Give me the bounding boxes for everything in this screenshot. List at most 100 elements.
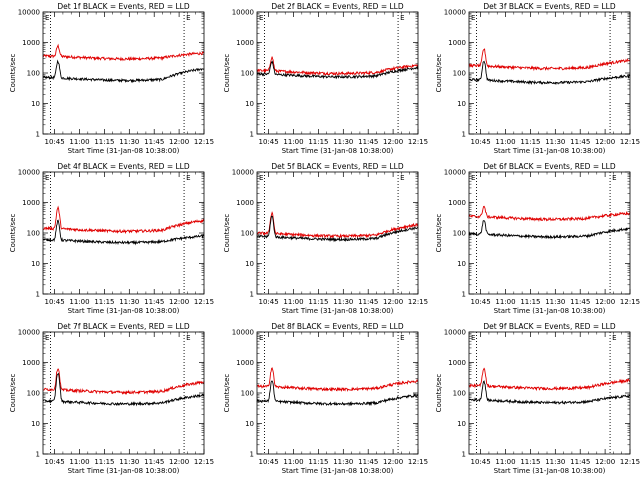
y-tick-label: 1 bbox=[250, 451, 254, 459]
left-marker-label: E bbox=[45, 14, 49, 22]
events-series-line bbox=[42, 372, 205, 407]
y-tick-label: 100 bbox=[453, 390, 466, 398]
right-marker-label: E bbox=[186, 174, 190, 182]
y-axis-label: Counts/sec bbox=[9, 374, 17, 413]
y-tick-label: 1 bbox=[36, 131, 40, 139]
panel-det-5f: Det 5f BLACK = Events, RED = LLD 1 10 100 10… bbox=[223, 162, 428, 315]
y-tick-label: 100 bbox=[27, 390, 40, 398]
x-tick-label: 12:15 bbox=[194, 458, 214, 466]
x-tick-label: 11:45 bbox=[570, 138, 590, 146]
x-tick-label: 12:15 bbox=[194, 138, 214, 146]
y-tick-label: 10000 bbox=[18, 329, 40, 337]
x-tick-label: 12:00 bbox=[169, 298, 189, 306]
x-tick-label: 10:45 bbox=[259, 458, 279, 466]
left-marker-label: E bbox=[259, 14, 263, 22]
x-tick-label: 11:00 bbox=[69, 458, 89, 466]
panel-title: Det 8f BLACK = Events, RED = LLD bbox=[271, 322, 404, 331]
panel-det-8f: Det 8f BLACK = Events, RED = LLD 1 10 100 10… bbox=[223, 322, 428, 475]
events-series-line bbox=[42, 219, 205, 246]
events-series-line bbox=[468, 220, 631, 240]
x-tick-label: 11:45 bbox=[144, 298, 164, 306]
right-marker-label: E bbox=[186, 14, 190, 22]
events-series-line bbox=[468, 60, 631, 86]
y-tick-label: 1000 bbox=[236, 359, 254, 367]
y-tick-label: 100 bbox=[241, 230, 254, 238]
y-tick-label: 10 bbox=[245, 260, 254, 268]
x-tick-label: 11:30 bbox=[333, 298, 353, 306]
y-tick-label: 100 bbox=[241, 390, 254, 398]
x-tick-label: 11:45 bbox=[570, 458, 590, 466]
lld-series-line bbox=[256, 56, 419, 77]
y-tick-label: 1000 bbox=[22, 39, 40, 47]
x-tick-label: 12:00 bbox=[169, 458, 189, 466]
y-tick-label: 1 bbox=[250, 131, 254, 139]
x-tick-label: 12:00 bbox=[383, 458, 403, 466]
x-tick-label: 11:15 bbox=[520, 298, 540, 306]
y-tick-label: 10 bbox=[457, 100, 466, 108]
y-tick-label: 10000 bbox=[444, 9, 466, 17]
x-tick-label: 11:30 bbox=[333, 458, 353, 466]
x-tick-label: 11:45 bbox=[358, 458, 378, 466]
y-tick-label: 1000 bbox=[448, 359, 466, 367]
y-tick-label: 10 bbox=[245, 420, 254, 428]
y-tick-label: 1000 bbox=[22, 199, 40, 207]
x-tick-label: 11:00 bbox=[495, 138, 515, 146]
x-tick-label: 11:15 bbox=[308, 458, 328, 466]
panel-title: Det 9f BLACK = Events, RED = LLD bbox=[483, 322, 616, 331]
panel-title: Det 1f BLACK = Events, RED = LLD bbox=[57, 2, 190, 11]
x-tick-label: 11:15 bbox=[308, 138, 328, 146]
x-tick-label: 11:15 bbox=[520, 458, 540, 466]
x-tick-label: 12:00 bbox=[595, 298, 615, 306]
lld-series-line bbox=[256, 367, 419, 392]
y-tick-label: 1 bbox=[250, 291, 254, 299]
plot-frame bbox=[256, 171, 419, 295]
x-tick-label: 11:00 bbox=[69, 298, 89, 306]
left-marker-label: E bbox=[45, 334, 49, 342]
y-tick-label: 1 bbox=[36, 451, 40, 459]
left-marker-label: E bbox=[45, 174, 49, 182]
x-tick-label: 11:30 bbox=[119, 298, 139, 306]
events-series-line bbox=[256, 60, 419, 80]
y-tick-label: 10 bbox=[31, 260, 40, 268]
y-tick-label: 100 bbox=[453, 230, 466, 238]
panel-det-7f: Det 7f BLACK = Events, RED = LLD 1 10 100 10… bbox=[9, 322, 214, 475]
x-tick-label: 11:30 bbox=[545, 298, 565, 306]
x-tick-label: 12:15 bbox=[620, 298, 640, 306]
x-axis-label: Start Time (31-Jan-08 10:38:00) bbox=[494, 307, 606, 315]
left-marker-label: E bbox=[259, 334, 263, 342]
y-tick-label: 100 bbox=[27, 70, 40, 78]
x-tick-label: 12:00 bbox=[595, 458, 615, 466]
y-tick-label: 1 bbox=[462, 451, 466, 459]
lld-series-line bbox=[42, 205, 205, 235]
x-tick-label: 10:45 bbox=[45, 138, 65, 146]
x-axis-label: Start Time (31-Jan-08 10:38:00) bbox=[68, 467, 180, 475]
plot-frame bbox=[256, 331, 419, 455]
x-tick-label: 11:45 bbox=[358, 298, 378, 306]
panel-title: Det 2f BLACK = Events, RED = LLD bbox=[271, 2, 404, 11]
panel-det-9f: Det 9f BLACK = Events, RED = LLD 1 10 100 10… bbox=[435, 322, 640, 475]
y-tick-label: 1 bbox=[36, 291, 40, 299]
x-tick-label: 12:00 bbox=[383, 298, 403, 306]
panel-title: Det 7f BLACK = Events, RED = LLD bbox=[57, 322, 190, 331]
y-tick-label: 10 bbox=[245, 100, 254, 108]
plot-frame bbox=[256, 11, 419, 135]
x-tick-label: 10:45 bbox=[471, 298, 491, 306]
y-tick-label: 1000 bbox=[448, 199, 466, 207]
plot-frame bbox=[42, 331, 205, 455]
right-marker-label: E bbox=[612, 334, 616, 342]
x-tick-label: 11:00 bbox=[495, 458, 515, 466]
x-tick-label: 11:45 bbox=[144, 458, 164, 466]
lld-series-line bbox=[42, 368, 205, 395]
left-marker-label: E bbox=[471, 14, 475, 22]
x-tick-label: 10:45 bbox=[471, 458, 491, 466]
x-tick-label: 12:15 bbox=[620, 458, 640, 466]
events-series-line bbox=[256, 215, 419, 243]
x-tick-label: 11:15 bbox=[520, 138, 540, 146]
panel-det-4f: Det 4f BLACK = Events, RED = LLD 1 10 100 10… bbox=[9, 162, 214, 315]
x-axis-label: Start Time (31-Jan-08 10:38:00) bbox=[68, 307, 180, 315]
right-marker-label: E bbox=[612, 14, 616, 22]
y-tick-label: 1000 bbox=[22, 359, 40, 367]
x-tick-label: 10:45 bbox=[259, 298, 279, 306]
y-tick-label: 10000 bbox=[444, 329, 466, 337]
